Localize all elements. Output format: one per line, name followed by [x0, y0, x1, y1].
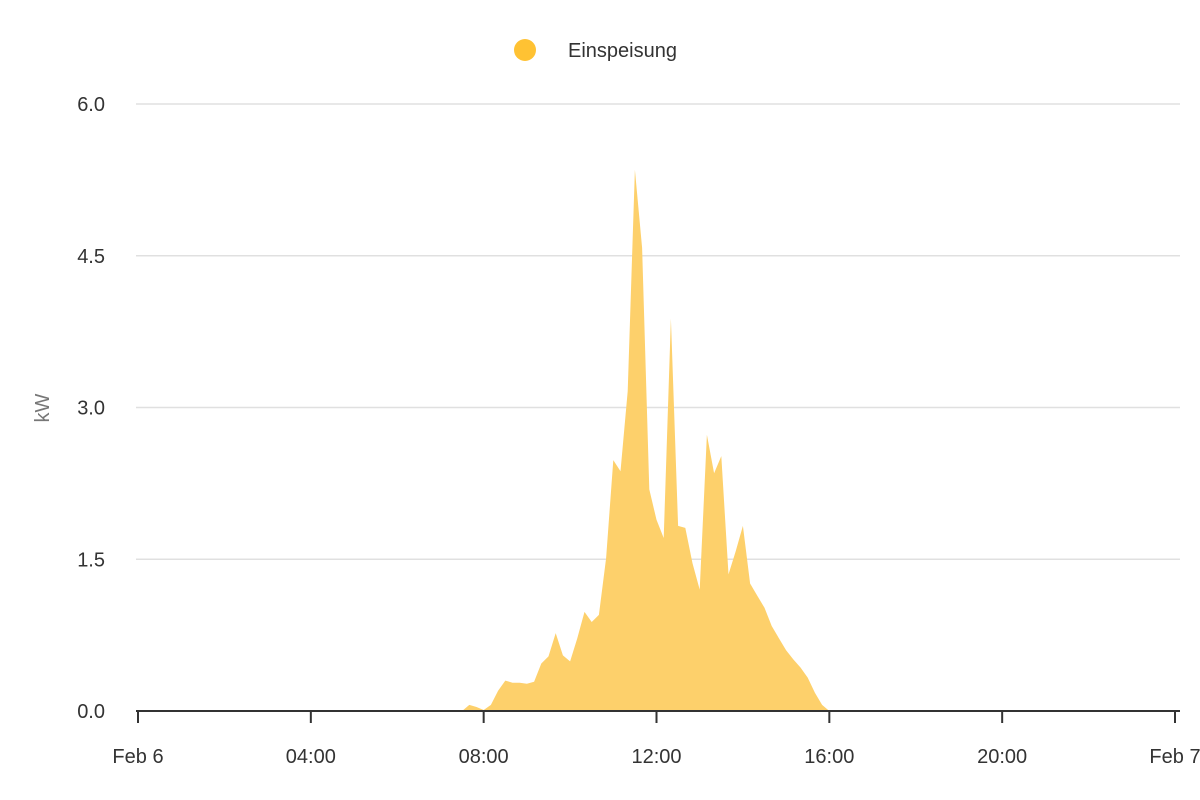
- y-tick-label: 0.0: [77, 701, 105, 723]
- x-tick-label: 04:00: [286, 746, 336, 768]
- legend[interactable]: Einspeisung: [514, 39, 677, 62]
- legend-label-einspeisung[interactable]: Einspeisung: [568, 40, 677, 62]
- gridlines: [136, 103, 1180, 560]
- x-tick-label: 20:00: [977, 746, 1027, 768]
- y-tick-label: 1.5: [77, 549, 105, 571]
- series-layer: [462, 169, 830, 712]
- y-tick-label: 3.0: [77, 398, 105, 420]
- x-tick-label: 08:00: [459, 746, 509, 768]
- x-tick-label: Feb 7: [1149, 746, 1200, 768]
- x-tick-label: 16:00: [804, 746, 854, 768]
- y-tick-label: 6.0: [77, 94, 105, 116]
- x-axis: Feb 6 04:00 08:00 12:00 16:00 20:00 Feb 7: [112, 710, 1200, 768]
- series-area-einspeisung: [462, 169, 830, 712]
- y-axis: 0.0 1.5 3.0 4.5 6.0: [77, 94, 105, 723]
- y-tick-label: 4.5: [77, 246, 105, 268]
- legend-marker-einspeisung[interactable]: [514, 39, 536, 61]
- x-tick-label: Feb 6: [112, 746, 163, 768]
- x-tick-label: 12:00: [631, 746, 681, 768]
- y-axis-title: kW: [32, 393, 54, 422]
